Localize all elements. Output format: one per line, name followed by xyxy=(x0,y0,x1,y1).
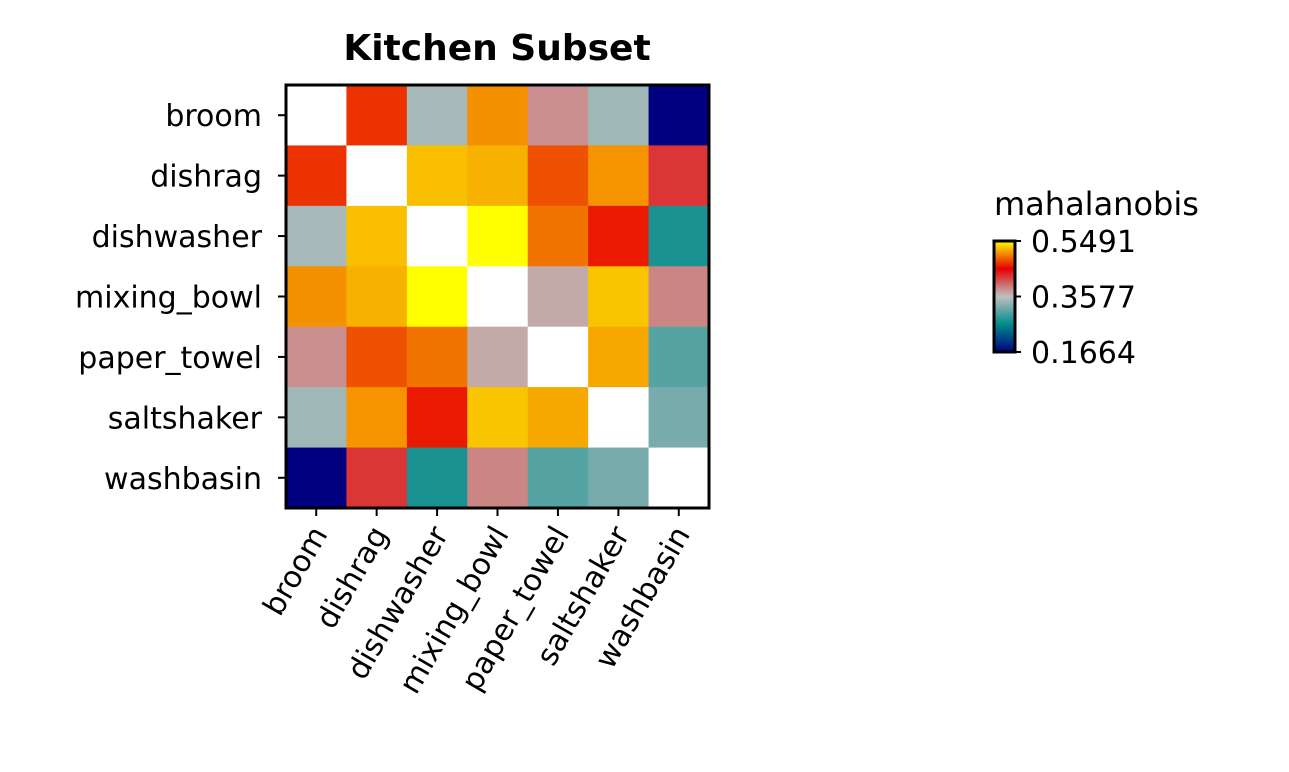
chart-title: Kitchen Subset xyxy=(343,28,650,69)
heatmap-cell xyxy=(346,387,408,449)
heatmap-cell xyxy=(467,266,529,328)
heatmap-cell xyxy=(588,266,650,328)
heatmap-cell xyxy=(286,387,348,449)
heatmap-cell xyxy=(467,85,529,147)
heatmap-cell xyxy=(406,387,468,449)
heatmap-cell xyxy=(406,145,468,207)
y-tick-label: dishwasher xyxy=(92,220,263,255)
y-tick-label: washbasin xyxy=(104,462,262,497)
y-tick-label: broom xyxy=(165,99,262,134)
heatmap-cell xyxy=(527,326,589,388)
heatmap-cell xyxy=(588,85,650,147)
heatmap-cell xyxy=(467,387,529,449)
heatmap-cell xyxy=(527,205,589,267)
heatmap-cell xyxy=(527,447,589,509)
heatmap-cell xyxy=(588,447,650,509)
heatmap-cell xyxy=(346,326,408,388)
heatmap-cell xyxy=(648,387,710,449)
heatmap-cell xyxy=(406,85,468,147)
heatmap-cell xyxy=(346,205,408,267)
heatmap-cell xyxy=(527,85,589,147)
heatmap-cell xyxy=(648,266,710,328)
heatmap-cell xyxy=(467,326,529,388)
heatmap-cell xyxy=(648,447,710,509)
y-tick-label: dishrag xyxy=(150,160,262,195)
heatmap-cell xyxy=(648,85,710,147)
heatmap-cell xyxy=(467,145,529,207)
heatmap-cell xyxy=(527,266,589,328)
heatmap-cell xyxy=(588,326,650,388)
heatmap-cell xyxy=(527,145,589,207)
heatmap-cell xyxy=(527,387,589,449)
heatmap-cell xyxy=(467,205,529,267)
colorbar-tick-label: 0.5491 xyxy=(1031,225,1136,260)
heatmap-cell xyxy=(648,145,710,207)
heatmap-cell xyxy=(286,145,348,207)
heatmap-cell xyxy=(346,447,408,509)
heatmap-cell xyxy=(406,266,468,328)
heatmap-cell xyxy=(648,205,710,267)
y-axis: broom dishrag dishwasher mixing_bowl paper_t… xyxy=(75,99,286,497)
y-tick-label: paper_towel xyxy=(78,341,262,376)
colorbar-ticks: 0.5491 0.3577 0.1664 xyxy=(1015,225,1136,371)
colorbar-gradient xyxy=(992,239,1017,354)
colorbar-tick-label: 0.1664 xyxy=(1031,336,1136,371)
y-tick-label: mixing_bowl xyxy=(75,281,262,316)
heatmap-cell xyxy=(346,85,408,147)
heatmap-cell xyxy=(286,85,348,147)
heatmap-cell xyxy=(346,266,408,328)
heatmap-cell xyxy=(588,205,650,267)
colorbar-label: mahalanobis xyxy=(994,185,1199,223)
x-axis: broomdishragdishwashermixing_bowlpaper_t… xyxy=(257,508,698,700)
heatmap-cell xyxy=(406,326,468,388)
y-tick-label: saltshaker xyxy=(108,401,263,436)
heatmap-cell xyxy=(406,447,468,509)
heatmap-cell xyxy=(286,447,348,509)
heatmap-cell xyxy=(588,145,650,207)
colorbar-tick-label: 0.3577 xyxy=(1031,281,1136,316)
heatmap-cells xyxy=(286,85,710,509)
heatmap-cell xyxy=(286,326,348,388)
heatmap-cell xyxy=(346,145,408,207)
heatmap-cell xyxy=(406,205,468,267)
heatmap-cell xyxy=(588,387,650,449)
heatmap-cell xyxy=(648,326,710,388)
heatmap-cell xyxy=(286,205,348,267)
colorbar: mahalanobis 0.5491 0.3577 0.1664 xyxy=(992,185,1199,371)
heatmap-cell xyxy=(467,447,529,509)
heatmap-cell xyxy=(286,266,348,328)
